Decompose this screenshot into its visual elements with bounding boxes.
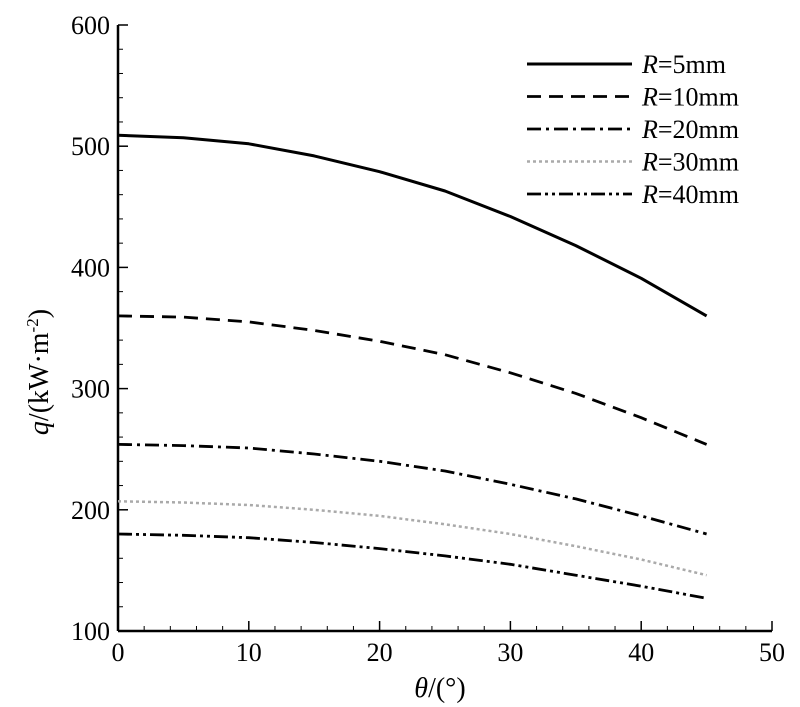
x-tick-label: 50	[759, 638, 785, 667]
y-tick-label: 300	[71, 375, 110, 404]
x-tick-label: 30	[497, 638, 523, 667]
legend-label-4: R=30mm	[641, 148, 739, 177]
x-tick-label: 40	[628, 638, 654, 667]
y-axis-ticks: 100 200 300 400 500 600	[71, 11, 128, 646]
y-axis-unit: /(kW·m	[24, 332, 55, 421]
x-tick-label: 10	[236, 638, 262, 667]
series-line-4	[117, 500, 707, 577]
plot-frame	[116, 25, 772, 633]
x-tick-label: 20	[367, 638, 393, 667]
legend-label-5: R=40mm	[641, 180, 739, 209]
x-axis-unit: /(°)	[428, 673, 466, 704]
legend-label-1: R=5mm	[641, 50, 726, 79]
x-tick-label: 0	[112, 638, 125, 667]
series-line-3	[117, 443, 707, 536]
series-line-5	[117, 532, 707, 600]
series-line-1	[117, 133, 708, 318]
y-axis-title: q/(kW·m-2)	[23, 309, 55, 435]
y-axis-unit-exponent: -2	[23, 318, 42, 332]
series-line-2	[117, 314, 708, 446]
y-tick-label: 100	[71, 617, 110, 646]
y-tick-label: 200	[71, 496, 110, 525]
y-axis-unit-close: )	[24, 309, 55, 318]
legend: R=5mm R=10mm R=20mm R=30mm R=40mm	[527, 50, 739, 209]
y-tick-label: 500	[71, 132, 110, 161]
legend-label-3: R=20mm	[641, 115, 739, 144]
y-tick-label: 400	[71, 253, 110, 282]
x-axis-ticks: 0 10 20 30 40 50	[112, 621, 785, 667]
y-tick-label: 600	[71, 11, 110, 40]
legend-label-2: R=10mm	[641, 83, 739, 112]
x-axis-var: θ	[414, 673, 428, 704]
series-layer	[117, 133, 708, 600]
x-axis-title: θ/(°)	[414, 673, 465, 704]
y-axis-var: q	[24, 421, 55, 435]
